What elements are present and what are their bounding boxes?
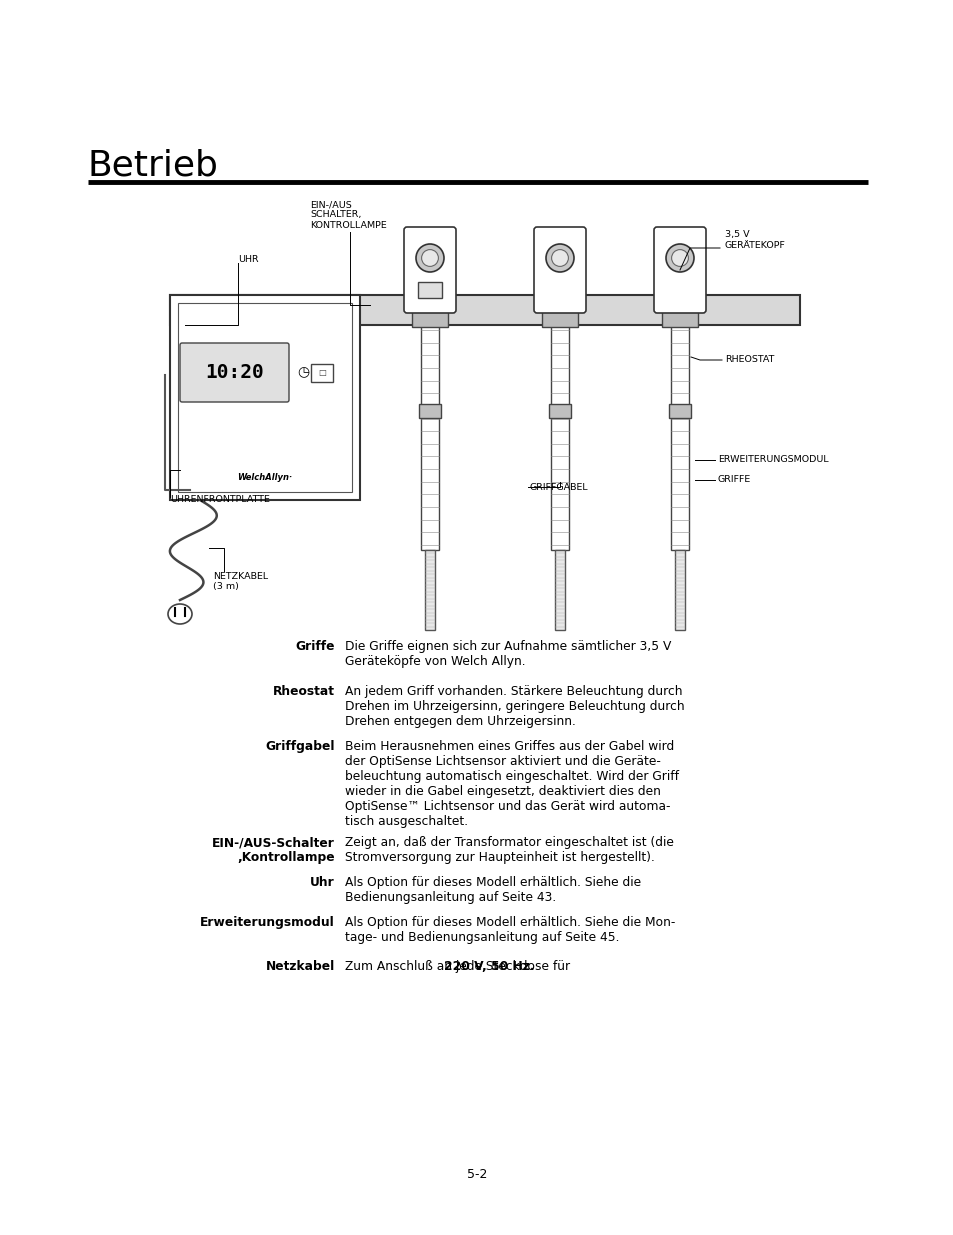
- Text: Uhr: Uhr: [310, 876, 335, 889]
- Text: Beim Herausnehmen eines Griffes aus der Gabel wird
der OptiSense Lichtsensor akt: Beim Herausnehmen eines Griffes aus der …: [345, 740, 679, 827]
- Ellipse shape: [421, 249, 438, 267]
- Text: EIN-/AUS
SCHALTER,
KONTROLLAMPE: EIN-/AUS SCHALTER, KONTROLLAMPE: [310, 200, 386, 230]
- Text: UHR: UHR: [237, 256, 258, 264]
- Text: □: □: [317, 368, 326, 377]
- Text: WelchAllyn·: WelchAllyn·: [237, 473, 293, 483]
- Text: UHRENFRONTPLATTE: UHRENFRONTPLATTE: [170, 495, 270, 505]
- Text: Als Option für dieses Modell erhältlich. Siehe die
Bedienungsanleitung auf Seite: Als Option für dieses Modell erhältlich.…: [345, 876, 640, 904]
- Text: Betrieb: Betrieb: [88, 148, 218, 182]
- Bar: [552, 295, 567, 310]
- Bar: [417, 282, 441, 298]
- Bar: [551, 325, 568, 550]
- Text: 5-2: 5-2: [466, 1168, 487, 1182]
- Bar: [670, 325, 688, 550]
- Bar: [555, 550, 564, 630]
- FancyBboxPatch shape: [180, 343, 289, 403]
- Text: GRIFFE: GRIFFE: [718, 475, 750, 484]
- Bar: [420, 325, 438, 550]
- Bar: [668, 404, 690, 417]
- Text: NETZKABEL
(3 m): NETZKABEL (3 m): [213, 572, 268, 592]
- Text: 220 V, 50 Hz.: 220 V, 50 Hz.: [444, 960, 535, 973]
- Text: An jedem Griff vorhanden. Stärkere Beleuchtung durch
Drehen im Uhrzeigersinn, ge: An jedem Griff vorhanden. Stärkere Beleu…: [345, 685, 684, 727]
- FancyBboxPatch shape: [403, 227, 456, 312]
- Bar: [418, 404, 440, 417]
- Text: Zeigt an, daß der Transformator eingeschaltet ist (die
Stromversorgung zur Haupt: Zeigt an, daß der Transformator eingesch…: [345, 836, 673, 864]
- Bar: [311, 363, 333, 382]
- FancyBboxPatch shape: [534, 227, 585, 312]
- Text: ◷: ◷: [296, 366, 309, 379]
- Text: RHEOSTAT: RHEOSTAT: [724, 356, 774, 364]
- Text: 10:20: 10:20: [205, 363, 264, 382]
- Ellipse shape: [168, 604, 192, 624]
- Bar: [541, 293, 578, 327]
- Text: Rheostat: Rheostat: [273, 685, 335, 698]
- Bar: [421, 295, 437, 310]
- Ellipse shape: [665, 245, 693, 272]
- Text: EIN-/AUS-Schalter
,Kontrollampe: EIN-/AUS-Schalter ,Kontrollampe: [212, 836, 335, 864]
- Bar: [671, 295, 687, 310]
- Bar: [178, 303, 352, 492]
- Bar: [661, 293, 698, 327]
- Text: ERWEITERUNGSMODUL: ERWEITERUNGSMODUL: [718, 456, 828, 464]
- Text: Griffe: Griffe: [295, 640, 335, 653]
- Bar: [548, 404, 571, 417]
- Ellipse shape: [551, 249, 568, 267]
- Text: Griffgabel: Griffgabel: [265, 740, 335, 753]
- Ellipse shape: [416, 245, 443, 272]
- Text: Die Griffe eignen sich zur Aufnahme sämtlicher 3,5 V
Geräteköpfe von Welch Allyn: Die Griffe eignen sich zur Aufnahme sämt…: [345, 640, 671, 668]
- Text: Zum Anschluß an jede Steckdose für: Zum Anschluß an jede Steckdose für: [345, 960, 574, 973]
- Bar: [675, 550, 684, 630]
- Text: Als Option für dieses Modell erhältlich. Siehe die Mon-
tage- und Bedienungsanle: Als Option für dieses Modell erhältlich.…: [345, 916, 675, 944]
- Text: 3,5 V
GERÄTEKOPF: 3,5 V GERÄTEKOPF: [724, 230, 785, 249]
- FancyBboxPatch shape: [654, 227, 705, 312]
- Text: Netzkabel: Netzkabel: [266, 960, 335, 973]
- Bar: [170, 295, 359, 500]
- Text: GRIFFGABEL: GRIFFGABEL: [530, 483, 588, 492]
- Ellipse shape: [671, 249, 688, 267]
- Bar: [170, 295, 800, 325]
- Bar: [424, 550, 435, 630]
- Text: Erweiterungsmodul: Erweiterungsmodul: [200, 916, 335, 929]
- Bar: [412, 293, 448, 327]
- Ellipse shape: [545, 245, 574, 272]
